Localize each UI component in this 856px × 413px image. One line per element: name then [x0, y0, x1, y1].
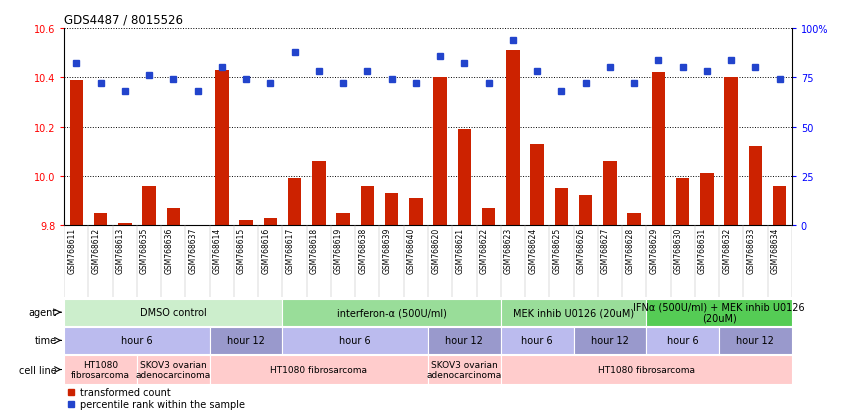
Bar — [64, 327, 210, 354]
Text: GSM768640: GSM768640 — [407, 227, 416, 273]
Text: GSM768623: GSM768623 — [504, 227, 513, 273]
Bar — [385, 194, 398, 225]
Text: GSM768629: GSM768629 — [650, 227, 658, 273]
Bar — [458, 130, 471, 225]
Bar — [506, 51, 520, 225]
Bar — [167, 208, 180, 225]
Text: GSM768626: GSM768626 — [577, 227, 586, 273]
Text: GSM768625: GSM768625 — [552, 227, 562, 273]
Text: hour 6: hour 6 — [122, 335, 152, 346]
Bar — [501, 355, 792, 384]
Bar — [142, 186, 156, 225]
Bar — [336, 213, 350, 225]
Text: SKOV3 ovarian
adenocarcinoma: SKOV3 ovarian adenocarcinoma — [427, 360, 502, 379]
Text: GDS4487 / 8015526: GDS4487 / 8015526 — [64, 13, 183, 26]
Bar — [574, 327, 646, 354]
Text: GSM768627: GSM768627 — [601, 227, 609, 273]
Text: SKOV3 ovarian
adenocarcinoma: SKOV3 ovarian adenocarcinoma — [136, 360, 211, 379]
Text: GSM768616: GSM768616 — [261, 227, 270, 273]
Text: GSM768634: GSM768634 — [770, 227, 780, 273]
Bar — [501, 327, 574, 354]
Text: GSM768619: GSM768619 — [334, 227, 343, 273]
Bar — [627, 213, 641, 225]
Text: time: time — [35, 335, 56, 346]
Text: GSM768617: GSM768617 — [286, 227, 294, 273]
Bar — [64, 355, 137, 384]
Bar — [719, 327, 792, 354]
Text: hour 12: hour 12 — [736, 335, 775, 346]
Bar — [288, 179, 301, 225]
Bar — [137, 355, 210, 384]
Bar — [64, 299, 282, 326]
Bar — [501, 299, 646, 326]
Bar — [603, 161, 616, 225]
Text: HT1080
fibrosarcoma: HT1080 fibrosarcoma — [71, 360, 130, 379]
Bar — [579, 196, 592, 225]
Bar — [700, 174, 714, 225]
Bar — [531, 145, 544, 225]
Text: HT1080 fibrosarcoma: HT1080 fibrosarcoma — [597, 365, 695, 374]
Text: GSM768637: GSM768637 — [188, 227, 198, 273]
Text: MEK inhib U0126 (20uM): MEK inhib U0126 (20uM) — [513, 307, 634, 318]
Text: GSM768632: GSM768632 — [722, 227, 731, 273]
Text: GSM768614: GSM768614 — [213, 227, 222, 273]
Text: IFNα (500U/ml) + MEK inhib U0126
(20uM): IFNα (500U/ml) + MEK inhib U0126 (20uM) — [633, 301, 805, 323]
Text: GSM768639: GSM768639 — [383, 227, 391, 273]
Text: GSM768624: GSM768624 — [528, 227, 538, 273]
Bar — [773, 186, 787, 225]
Text: DMSO control: DMSO control — [140, 307, 206, 318]
Text: GSM768622: GSM768622 — [479, 227, 489, 273]
Text: GSM768611: GSM768611 — [68, 227, 76, 273]
Bar — [94, 213, 107, 225]
Bar — [118, 223, 132, 225]
Text: GSM768638: GSM768638 — [359, 227, 367, 273]
Text: hour 6: hour 6 — [521, 335, 553, 346]
Text: hour 12: hour 12 — [445, 335, 484, 346]
Bar — [360, 186, 374, 225]
Text: interferon-α (500U/ml): interferon-α (500U/ml) — [336, 307, 447, 318]
Bar — [555, 189, 568, 225]
Text: hour 12: hour 12 — [591, 335, 629, 346]
Text: GSM768636: GSM768636 — [164, 227, 173, 273]
Text: GSM768628: GSM768628 — [625, 227, 634, 273]
Bar — [264, 218, 277, 225]
Text: GSM768613: GSM768613 — [116, 227, 125, 273]
Bar — [676, 179, 689, 225]
Bar — [646, 327, 719, 354]
Bar — [646, 299, 792, 326]
Bar — [282, 299, 501, 326]
Text: percentile rank within the sample: percentile rank within the sample — [80, 399, 245, 409]
Bar — [428, 327, 501, 354]
Bar — [409, 199, 423, 225]
Text: hour 6: hour 6 — [340, 335, 371, 346]
Bar — [210, 327, 282, 354]
Bar — [428, 355, 501, 384]
Bar — [240, 221, 253, 225]
Bar — [282, 327, 428, 354]
Text: hour 6: hour 6 — [667, 335, 698, 346]
Text: transformed count: transformed count — [80, 387, 171, 397]
Bar — [69, 81, 83, 225]
Text: HT1080 fibrosarcoma: HT1080 fibrosarcoma — [270, 365, 367, 374]
Bar — [312, 161, 325, 225]
Text: GSM768633: GSM768633 — [746, 227, 756, 273]
Bar — [433, 78, 447, 225]
Text: GSM768635: GSM768635 — [140, 227, 149, 273]
Text: hour 12: hour 12 — [227, 335, 265, 346]
Text: GSM768615: GSM768615 — [237, 227, 247, 273]
Text: GSM768612: GSM768612 — [92, 227, 101, 273]
Bar — [482, 208, 496, 225]
Text: GSM768631: GSM768631 — [698, 227, 707, 273]
Text: agent: agent — [28, 307, 56, 318]
Text: cell line: cell line — [19, 365, 56, 375]
Bar — [749, 147, 762, 225]
Text: GSM768620: GSM768620 — [431, 227, 440, 273]
Bar — [651, 73, 665, 225]
Bar — [215, 71, 229, 225]
Text: GSM768618: GSM768618 — [310, 227, 318, 273]
Bar — [724, 78, 738, 225]
Text: GSM768630: GSM768630 — [674, 227, 683, 273]
Text: GSM768621: GSM768621 — [455, 227, 464, 273]
Bar — [210, 355, 428, 384]
